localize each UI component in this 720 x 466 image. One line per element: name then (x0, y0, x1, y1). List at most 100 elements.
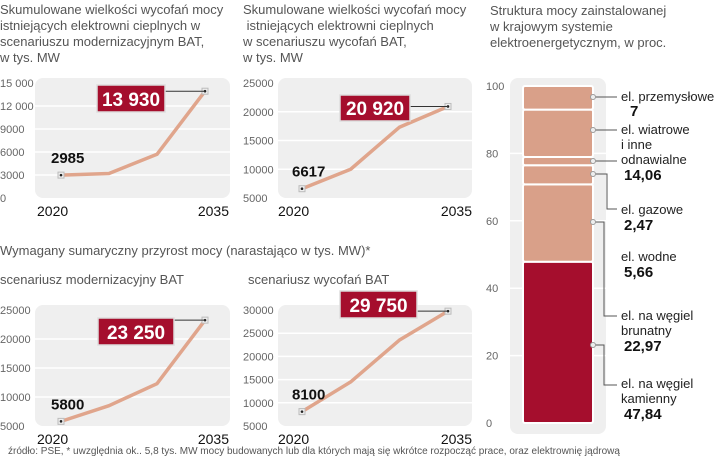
y-tick-label: 5000 (243, 421, 267, 433)
y-tick-label: 6000 (0, 147, 24, 159)
segment-label: el. na węgiel brunatny (621, 308, 693, 338)
start-value-label: 2985 (51, 150, 84, 167)
line-chart-1: 15 000 12 000 9000 6000 3000 0 2985 13 930 2020 2… (0, 78, 230, 219)
chart3-title: scenariusz modernizacyjny BAT (0, 272, 184, 287)
data-point-dot (59, 420, 63, 423)
x-tick-label: 2035 (198, 203, 229, 219)
x-tick-label: 2020 (278, 431, 309, 447)
y-tick-label: 15000 (243, 375, 274, 387)
data-point-dot (59, 173, 63, 177)
connector-dot (590, 219, 596, 225)
y-tick-label: 15000 (0, 363, 31, 375)
connector-dot (590, 171, 596, 177)
line-chart-2: 25000 20000 15000 10000 5000 6617 20 920 2020 20… (243, 78, 472, 219)
segment-label: el. na węgiel kamienny (621, 376, 693, 406)
data-line (60, 319, 207, 424)
title-line: scenariuszu modernizacyjnym BAT, (0, 34, 205, 49)
y-tick-label: 20 (486, 351, 498, 363)
data-point-dot (300, 410, 304, 413)
segment-label: el. wiatrowe i inne odnawialne (621, 122, 690, 167)
segment-value: 14,06 (624, 167, 662, 184)
data-line (301, 309, 449, 414)
label-connector (593, 221, 617, 317)
y-tick-label: 20000 (243, 107, 274, 119)
segment-label-line: el. wodne (621, 249, 677, 264)
y-tick-label: 20000 (0, 334, 31, 346)
x-tick-label: 2035 (441, 203, 472, 219)
segment-label-line: el. wiatrowe (621, 122, 690, 137)
end-value-box (339, 94, 411, 122)
y-tick-label: 25000 (243, 328, 274, 340)
y-tick-label: 0 (0, 193, 6, 205)
start-value-label: 5800 (51, 396, 84, 413)
segment-label: el. gazowe (621, 202, 683, 217)
y-tick-label: 25000 (243, 78, 274, 90)
connector-dot (590, 94, 596, 100)
y-tick-label: 100 (486, 81, 504, 93)
bar-segment (522, 108, 594, 158)
data-line (301, 104, 449, 191)
segment-value: 5,66 (624, 264, 654, 281)
title-line: Struktura mocy zainstalowanej (490, 3, 667, 18)
title-line: elektroenergetycznym, w proc. (490, 35, 667, 50)
title-line: istniejących elektrowni cieplnych (243, 18, 434, 33)
x-tick-label: 2035 (198, 431, 229, 447)
connector-dot (590, 342, 596, 348)
bar-segment (522, 155, 594, 167)
end-value-box (339, 290, 418, 319)
y-tick-label: 60 (486, 216, 498, 228)
title-line: Skumulowane wielkości wycofań mocy (0, 2, 224, 17)
end-value-label: 13 930 (102, 90, 160, 111)
segment-value: 47,84 (624, 406, 662, 423)
bar-segment (522, 85, 594, 111)
title-line: w scenariuszu wycofań BAT, (243, 34, 407, 49)
title-line: w tys. MW (0, 50, 60, 65)
footnote: źródło: PSE, * uwzględnia ok.. 5,8 tys. … (8, 446, 620, 457)
y-tick-label: 10000 (0, 392, 31, 404)
segment-label-line: odnawialne (621, 152, 687, 167)
x-tick-label: 2035 (441, 431, 472, 447)
stacked-bar-chart: 100 80 60 40 20 0 (486, 78, 617, 434)
y-tick-label: 20000 (243, 351, 274, 363)
connector-dot (590, 158, 596, 164)
segment-label-line: el. gazowe (621, 202, 684, 217)
section2-title: Wymagany sumaryczny przyrost mocy (naras… (0, 243, 371, 258)
y-tick-label: 0 (486, 418, 492, 430)
plot-panel (278, 78, 472, 198)
segment-label: el. przemysłowe (621, 89, 714, 104)
y-tick-label: 5000 (243, 193, 267, 205)
label-connector (593, 344, 617, 386)
segment-value: 2,47 (624, 217, 654, 234)
data-line (60, 90, 207, 177)
y-tick-label: 40 (486, 283, 498, 295)
start-value-label: 8100 (292, 387, 325, 404)
line-chart-4: 30000 25000 20000 15000 10000 5000 8100 29 750 2… (243, 290, 472, 447)
segment-label-line: el. na węgiel (621, 376, 694, 391)
end-value-label: 29 750 (349, 296, 407, 317)
x-tick-label: 2020 (37, 203, 68, 219)
bar-segment (522, 183, 594, 263)
segment-value: 22,97 (624, 338, 662, 355)
label-connector (593, 173, 617, 210)
line-chart-3: 25000 20000 15000 10000 5000 5800 23 250 2020 20… (0, 305, 230, 447)
plot-panel (35, 78, 230, 198)
end-value-label: 23 250 (107, 323, 165, 344)
segment-label-line: kamienny (621, 391, 677, 406)
connector-dot (590, 127, 596, 133)
bar-title: Struktura mocy zainstalowanej w krajowym… (490, 3, 666, 51)
y-tick-label: 12 000 (0, 101, 34, 113)
title-line: Skumulowane wielkości wycofań mocy (243, 2, 467, 17)
y-tick-label: 9000 (0, 124, 24, 136)
chart4-title: scenariusz wycofań BAT (248, 272, 390, 287)
y-tick-label: 15 000 (0, 78, 34, 90)
segment-value: 7 (630, 103, 639, 120)
end-value-box (97, 317, 175, 346)
segment-label-line: brunatny (621, 323, 672, 338)
bar-segment (522, 260, 594, 424)
end-value-label: 20 920 (346, 99, 404, 120)
x-tick-label: 2020 (278, 203, 309, 219)
segment-label: el. wodne (621, 249, 677, 264)
y-tick-label: 25000 (0, 305, 31, 317)
y-tick-label: 30000 (243, 305, 274, 317)
